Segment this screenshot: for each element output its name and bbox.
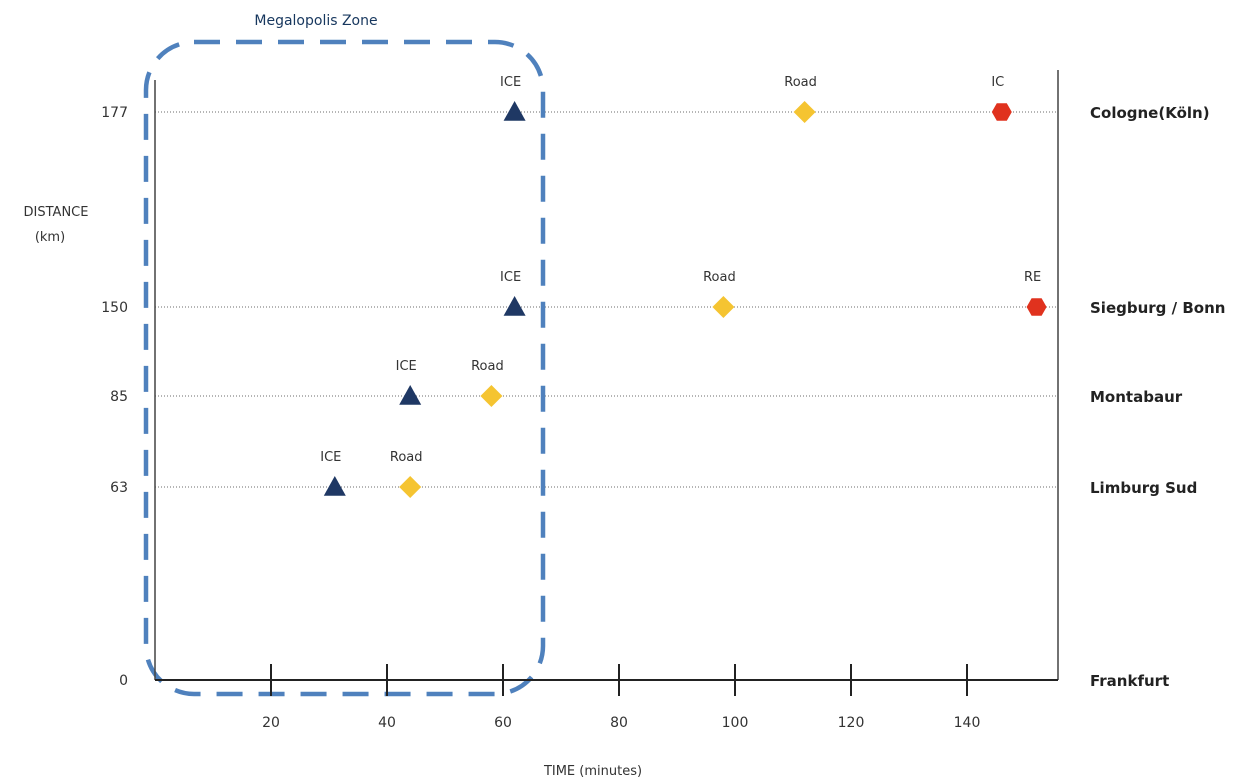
y-axis-title-unit: (km) xyxy=(35,230,65,245)
grid-lines xyxy=(155,111,1058,488)
y-tick-label: 63 xyxy=(110,480,128,496)
point-label: ICE xyxy=(320,450,341,465)
ice-marker xyxy=(323,476,346,496)
axes xyxy=(154,70,1059,696)
y-tick-label: 150 xyxy=(101,300,128,316)
x-tick-label: 40 xyxy=(378,715,396,731)
ice-marker xyxy=(503,101,526,121)
megalopolis-zone xyxy=(143,39,546,697)
station-label: Siegburg / Bonn xyxy=(1090,299,1225,317)
x-tick-label: 80 xyxy=(610,715,628,731)
point-label: ICE xyxy=(500,75,521,90)
labels: 20 40 60 80 100 120 140 0 63 85 150 177 Frankfurt Lim… xyxy=(24,13,1226,779)
point-label: ICE xyxy=(396,359,417,374)
point-label: IC xyxy=(991,75,1004,90)
y-tick-label: 177 xyxy=(101,105,128,121)
x-tick-label: 140 xyxy=(954,715,981,731)
rail-marker xyxy=(991,103,1012,121)
station-label: Cologne(Köln) xyxy=(1090,104,1210,122)
point-label: Road xyxy=(784,75,817,90)
station-label: Montabaur xyxy=(1090,388,1183,406)
ice-marker xyxy=(399,385,422,405)
y-tick-label: 0 xyxy=(119,673,128,689)
y-axis-title: DISTANCE xyxy=(24,205,89,220)
rail-marker xyxy=(1026,298,1047,316)
y-tick-label: 85 xyxy=(110,389,128,405)
point-label: Road xyxy=(471,359,504,374)
x-tick-label: 120 xyxy=(838,715,865,731)
point-label: RE xyxy=(1024,270,1041,285)
point-label: Road xyxy=(390,450,423,465)
zone-outline xyxy=(143,39,546,697)
point-label: Road xyxy=(703,270,736,285)
road-marker xyxy=(793,101,816,123)
road-marker xyxy=(712,296,735,318)
x-tick-label: 60 xyxy=(494,715,512,731)
station-label: Limburg Sud xyxy=(1090,479,1197,497)
road-marker xyxy=(480,385,503,407)
x-tick-label: 100 xyxy=(722,715,749,731)
point-label: ICE xyxy=(500,270,521,285)
ice-marker xyxy=(503,296,526,316)
data-marks xyxy=(323,101,1047,498)
road-marker xyxy=(399,476,422,498)
zone-label: Megalopolis Zone xyxy=(254,13,377,29)
x-axis-title: TIME (minutes) xyxy=(543,764,642,779)
station-label: Frankfurt xyxy=(1090,672,1169,690)
x-tick-label: 20 xyxy=(262,715,280,731)
